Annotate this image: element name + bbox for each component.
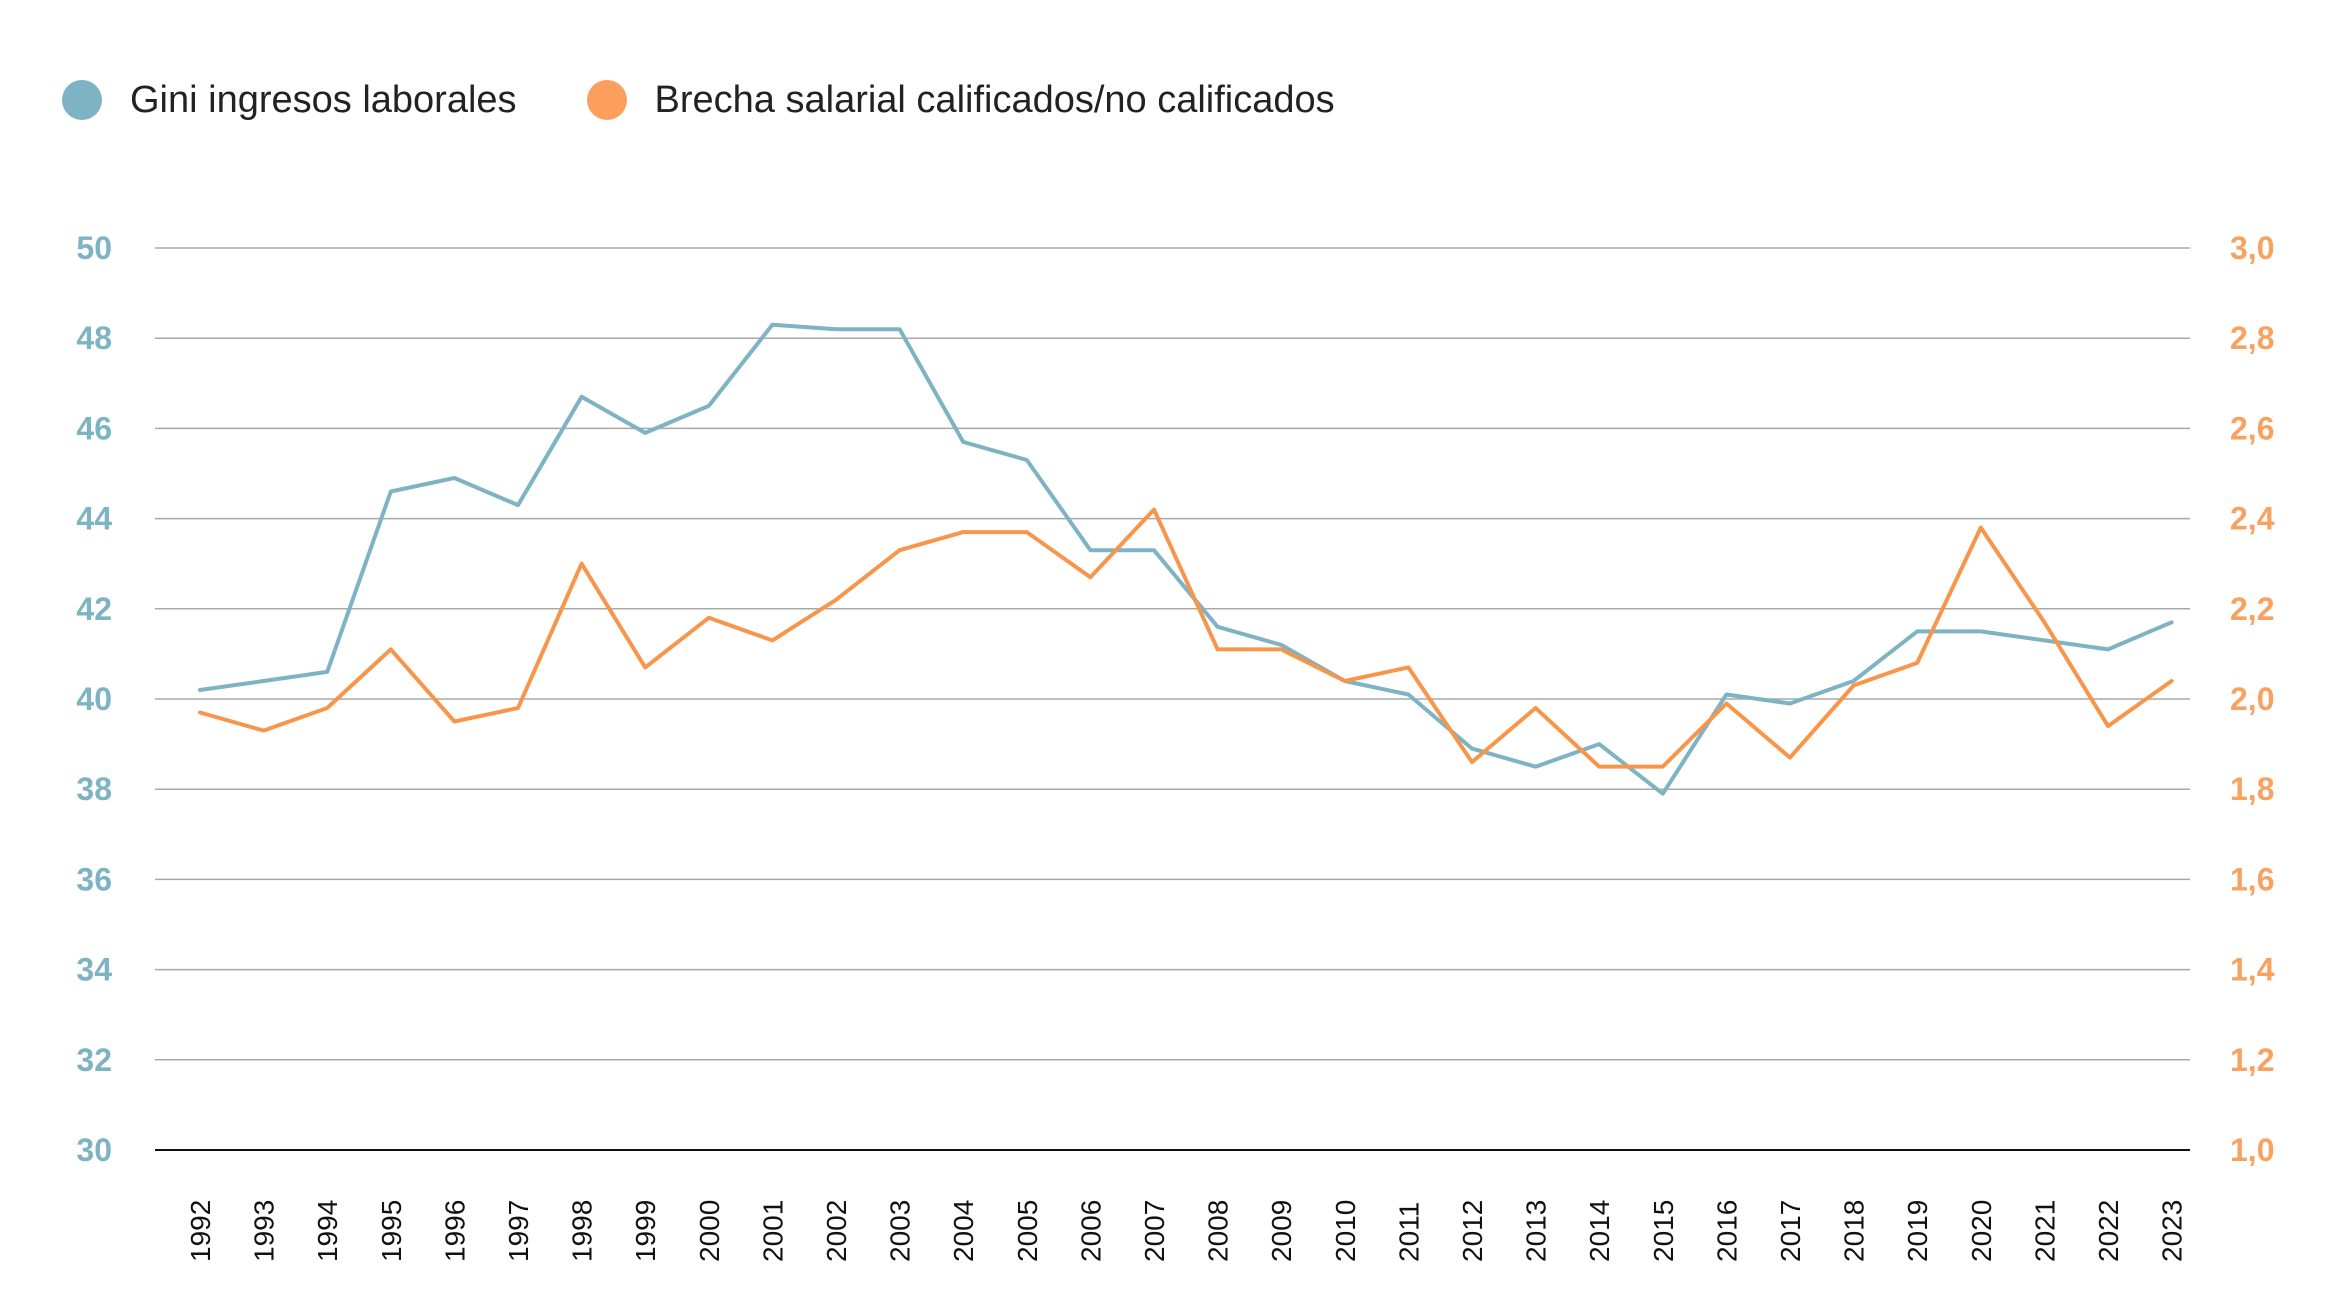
right-axis-tick-label: 2,8 bbox=[2230, 320, 2274, 356]
series-line-brecha bbox=[198, 507, 2174, 769]
x-axis-tick-label: 1993 bbox=[249, 1200, 280, 1262]
x-axis-tick-label: 2003 bbox=[885, 1200, 916, 1262]
x-axis-tick-label: 2001 bbox=[757, 1200, 788, 1262]
x-axis-tick-label: 2000 bbox=[694, 1200, 725, 1262]
legend-label-gini: Gini ingresos laborales bbox=[130, 78, 517, 121]
left-axis-tick-label: 44 bbox=[76, 501, 112, 537]
x-axis-tick-label: 2020 bbox=[1966, 1200, 1997, 1262]
left-axis-tick-label: 46 bbox=[76, 410, 112, 446]
x-axis-tick-label: 2014 bbox=[1584, 1200, 1615, 1262]
left-axis-tick-label: 32 bbox=[76, 1042, 112, 1078]
left-axis-tick-label: 50 bbox=[76, 230, 112, 266]
x-axis-tick-label: 2018 bbox=[1839, 1200, 1870, 1262]
series-lines bbox=[198, 322, 2174, 796]
left-axis-tick-label: 36 bbox=[76, 861, 112, 897]
x-axis-tick-label: 2006 bbox=[1075, 1200, 1106, 1262]
x-axis-tick-label: 1992 bbox=[185, 1200, 216, 1262]
x-axis-tick-label: 2019 bbox=[1902, 1200, 1933, 1262]
legend-swatch-gini bbox=[62, 80, 102, 120]
right-axis-tick-label: 1,4 bbox=[2230, 952, 2275, 988]
series-line-gini bbox=[198, 322, 2174, 796]
legend-item-gini: Gini ingresos laborales bbox=[62, 79, 517, 122]
gridlines bbox=[155, 247, 2190, 1151]
x-axis-tick-label: 2016 bbox=[1711, 1200, 1742, 1262]
x-axis-tick-label: 2017 bbox=[1775, 1200, 1806, 1262]
left-axis-tick-label: 42 bbox=[76, 591, 112, 627]
left-axis-tick-label: 34 bbox=[76, 952, 112, 988]
x-axis-tick-label: 1996 bbox=[439, 1200, 470, 1262]
x-axis-tick-label: 2012 bbox=[1457, 1200, 1488, 1262]
x-axis-ticks: 1992 1993 1994 1995 1996 1997 1998 1999 2000 2001… bbox=[185, 1200, 2188, 1262]
x-axis-tick-label: 2015 bbox=[1648, 1200, 1679, 1262]
x-axis-tick-label: 2007 bbox=[1139, 1200, 1170, 1262]
x-axis-tick-label: 2005 bbox=[1012, 1200, 1043, 1262]
legend-swatch-brecha bbox=[586, 80, 627, 120]
right-axis-ticks: 1,0 1,2 1,4 1,6 1,8 2,0 2,2 2,4 2,6 2,8 3,0 bbox=[2230, 230, 2275, 1168]
legend: Gini ingresos laborales Brecha salarial … bbox=[62, 70, 1405, 130]
right-axis-tick-label: 1,6 bbox=[2230, 861, 2274, 897]
x-axis-tick-label: 2004 bbox=[948, 1200, 979, 1262]
left-axis-ticks: 30 32 34 36 38 40 42 44 46 48 50 bbox=[76, 230, 112, 1168]
x-axis-tick-label: 2013 bbox=[1521, 1200, 1552, 1262]
x-axis-tick-label: 1999 bbox=[630, 1200, 661, 1262]
x-axis-tick-label: 1995 bbox=[376, 1200, 407, 1262]
x-axis-tick-label: 2002 bbox=[821, 1200, 852, 1262]
x-axis-tick-label: 1994 bbox=[312, 1200, 343, 1262]
right-axis-tick-label: 2,6 bbox=[2230, 410, 2274, 446]
x-axis-tick-label: 2008 bbox=[1203, 1200, 1234, 1262]
left-axis-tick-label: 40 bbox=[76, 681, 112, 717]
right-axis-tick-label: 1,8 bbox=[2230, 771, 2274, 807]
left-axis-tick-label: 38 bbox=[76, 771, 112, 807]
x-axis-tick-label: 1997 bbox=[503, 1200, 534, 1262]
x-axis-tick-label: 1998 bbox=[567, 1200, 598, 1262]
right-axis-tick-label: 2,4 bbox=[2230, 501, 2275, 537]
legend-label-brecha: Brecha salarial calificados/no calificad… bbox=[654, 78, 1335, 121]
x-axis-tick-label: 2009 bbox=[1266, 1200, 1297, 1262]
left-axis-tick-label: 48 bbox=[76, 320, 112, 356]
x-axis-tick-label: 2010 bbox=[1330, 1200, 1361, 1262]
right-axis-tick-label: 2,0 bbox=[2230, 681, 2274, 717]
x-axis-tick-label: 2011 bbox=[1393, 1202, 1424, 1262]
right-axis-tick-label: 1,2 bbox=[2230, 1042, 2274, 1078]
x-axis-tick-label: 2022 bbox=[2093, 1200, 2124, 1262]
left-axis-tick-label: 30 bbox=[76, 1132, 112, 1168]
right-axis-tick-label: 1,0 bbox=[2230, 1132, 2274, 1168]
right-axis-tick-label: 3,0 bbox=[2230, 230, 2274, 266]
x-axis-tick-label: 2023 bbox=[2157, 1200, 2188, 1262]
legend-item-brecha: Brecha salarial calificados/no calificad… bbox=[586, 78, 1335, 122]
right-axis-tick-label: 2,2 bbox=[2230, 591, 2274, 627]
x-axis-tick-label: 2021 bbox=[2029, 1200, 2060, 1262]
